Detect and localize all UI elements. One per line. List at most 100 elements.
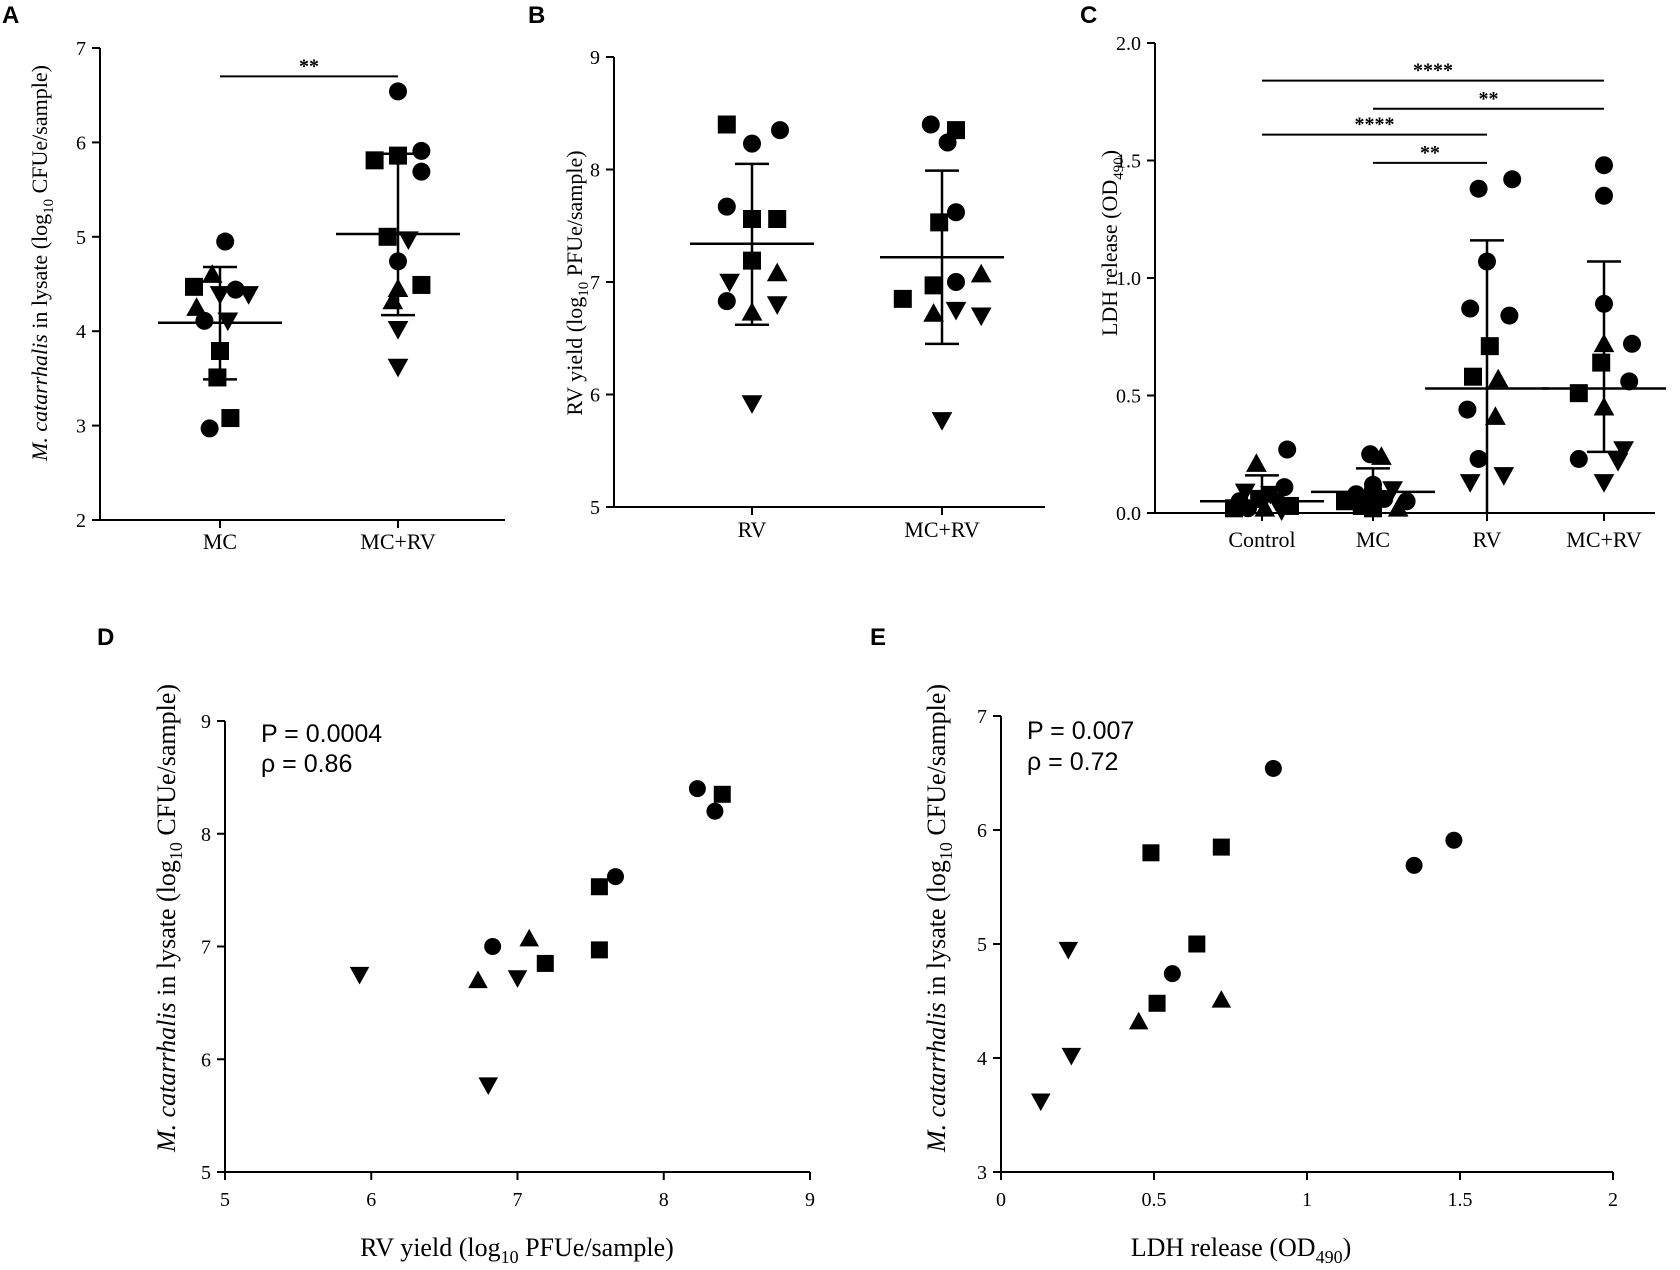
panel-b-data-point xyxy=(743,210,761,228)
panel-e-xtick-label: 1.5 xyxy=(1448,1189,1473,1211)
panel-b-data-point xyxy=(947,273,965,291)
panel-d-data-point xyxy=(606,868,624,886)
panel-d-data-point xyxy=(507,970,528,988)
panel-a-data-point xyxy=(387,358,409,378)
panel-c-data-point xyxy=(1592,353,1611,372)
panel-d-data-point xyxy=(688,780,706,798)
panel-a-ytick-label: 2 xyxy=(76,510,86,532)
panel-a-data-point xyxy=(226,280,245,299)
panel-c-ytick-label: 1.0 xyxy=(1116,268,1141,290)
panel-d-ytick-label: 5 xyxy=(201,1162,211,1184)
panel-a-ytick-label: 5 xyxy=(76,227,86,249)
panel-c-data-point xyxy=(1595,186,1613,205)
panel-a-plot: 2 3 4 5 6 7 MC MC+RV ** xyxy=(76,38,505,554)
panel-d-data-point xyxy=(590,878,608,896)
panel-d-data-point xyxy=(349,966,370,985)
panel-e-ylabel-sub: 10 xyxy=(936,842,956,860)
panel-e-xtick-label: 1 xyxy=(1302,1189,1312,1211)
panel-e-xtick-label: 2 xyxy=(1608,1189,1618,1211)
panel-e-ylabel-part: in lysate (log xyxy=(922,860,951,1002)
panel-b-data-point xyxy=(938,133,957,152)
panel-e-ylabel-end: CFUe/sample) xyxy=(922,684,951,842)
panel-e-data-point xyxy=(1212,838,1230,856)
panel-a-ytick-label: 6 xyxy=(76,132,86,154)
panel-e-data-point xyxy=(1142,844,1160,862)
panel-b-ytick-label: 8 xyxy=(590,160,600,182)
panel-a-category-label: MC xyxy=(203,529,237,554)
panel-c-category-label: RV xyxy=(1473,527,1502,552)
panel-b-data-point xyxy=(947,203,965,222)
panel-letter-b: B xyxy=(528,2,545,29)
panel-a-data-point xyxy=(382,290,404,310)
panel-c-data-point xyxy=(1459,474,1481,493)
panel-d-p-value: P = 0.0004 xyxy=(261,720,382,748)
panel-e-ytick-label: 5 xyxy=(977,934,987,956)
panel-c-data-point xyxy=(1271,502,1292,521)
panel-d-ylabel-sub: 10 xyxy=(166,842,186,860)
panel-a-data-point xyxy=(201,264,223,283)
panel-e-data-point xyxy=(1061,1047,1082,1066)
panel-b-data-point xyxy=(945,301,967,321)
panel-a-ylabel: M. catarrhalis in lysate (log10 CFUe/sam… xyxy=(27,65,57,462)
panel-c-data-point xyxy=(1336,492,1354,511)
panel-d-xtick-label: 9 xyxy=(805,1189,815,1211)
panel-a-data-point xyxy=(378,227,397,246)
panel-c-ytick-label: 1.5 xyxy=(1116,151,1141,173)
panel-d-ytick-label: 6 xyxy=(201,1049,211,1071)
panel-b-data-point xyxy=(931,412,953,431)
panel-e-rho: ρ = 0.72 xyxy=(1027,748,1118,776)
panel-c-data-point xyxy=(1246,453,1267,472)
panel-c-category-label: MC xyxy=(1356,527,1390,552)
panel-e-data-point xyxy=(1128,1011,1149,1030)
panel-e-data-point xyxy=(1211,990,1232,1008)
panel-b-ytick-label: 7 xyxy=(590,272,600,294)
panel-b-ytick-label: 6 xyxy=(590,385,600,407)
panel-a-ytick-label: 4 xyxy=(76,321,86,343)
panel-e-data-point xyxy=(1163,965,1181,983)
panel-a-ytick-label: 3 xyxy=(76,416,86,438)
panel-a-significance-label: ** xyxy=(299,55,319,77)
panel-a-data-point xyxy=(412,141,431,160)
panel-b-data-point xyxy=(717,292,736,311)
panel-a-data-point xyxy=(398,231,419,250)
panel-d-ylabel-end: CFUe/sample) xyxy=(152,684,181,842)
panel-d-data-point xyxy=(713,785,731,803)
panel-d-data-point xyxy=(478,1077,499,1095)
panel-a-ylabel-species: M. catarrhalis xyxy=(27,334,52,462)
panel-e-xlabel-sub: 490 xyxy=(1316,1247,1343,1267)
panel-c-ylabel-sub: 490 xyxy=(1111,157,1127,180)
panel-a-data-point xyxy=(195,311,214,330)
panel-d-xtick-label: 8 xyxy=(659,1189,669,1211)
panel-b-data-point xyxy=(743,134,761,153)
panel-e-data-point xyxy=(1264,759,1282,777)
panel-b-data-point xyxy=(923,303,944,322)
panel-b-ytick-label: 9 xyxy=(590,47,600,69)
panel-e-ytick-label: 3 xyxy=(977,1162,987,1184)
panel-c-ytick-label: 0.5 xyxy=(1116,386,1141,408)
panel-a-data-point xyxy=(208,368,227,387)
panel-c-data-point xyxy=(1569,449,1588,468)
panel-a-data-point xyxy=(412,275,431,294)
panel-d-xtick-label: 5 xyxy=(220,1189,230,1211)
panel-d-rho: ρ = 0.86 xyxy=(261,750,352,778)
panel-b-category-label: MC+RV xyxy=(904,517,980,542)
panel-d-xlabel-sub: 10 xyxy=(501,1247,519,1267)
panel-c-data-point xyxy=(1593,333,1615,353)
panel-a-data-point xyxy=(185,277,203,296)
panel-b-data-point xyxy=(717,197,736,216)
panel-a-data-point xyxy=(387,278,409,297)
panel-d-data-point xyxy=(590,941,608,959)
panel-c-data-point xyxy=(1458,400,1477,419)
panel-c-ylabel-part: LDH release (OD xyxy=(1097,180,1122,336)
panel-c-data-point xyxy=(1593,474,1615,493)
panel-e-data-point xyxy=(1188,935,1206,953)
panel-e-ytick-label: 6 xyxy=(977,820,987,842)
panel-c-ytick-label: 0.0 xyxy=(1116,503,1141,525)
panel-e-data-point xyxy=(1148,994,1166,1012)
panel-c-data-point xyxy=(1387,497,1409,517)
panel-d-data-point xyxy=(706,802,724,820)
panel-d-ylabel-part: in lysate (log xyxy=(152,860,181,1002)
panel-c-data-point xyxy=(1225,499,1243,518)
